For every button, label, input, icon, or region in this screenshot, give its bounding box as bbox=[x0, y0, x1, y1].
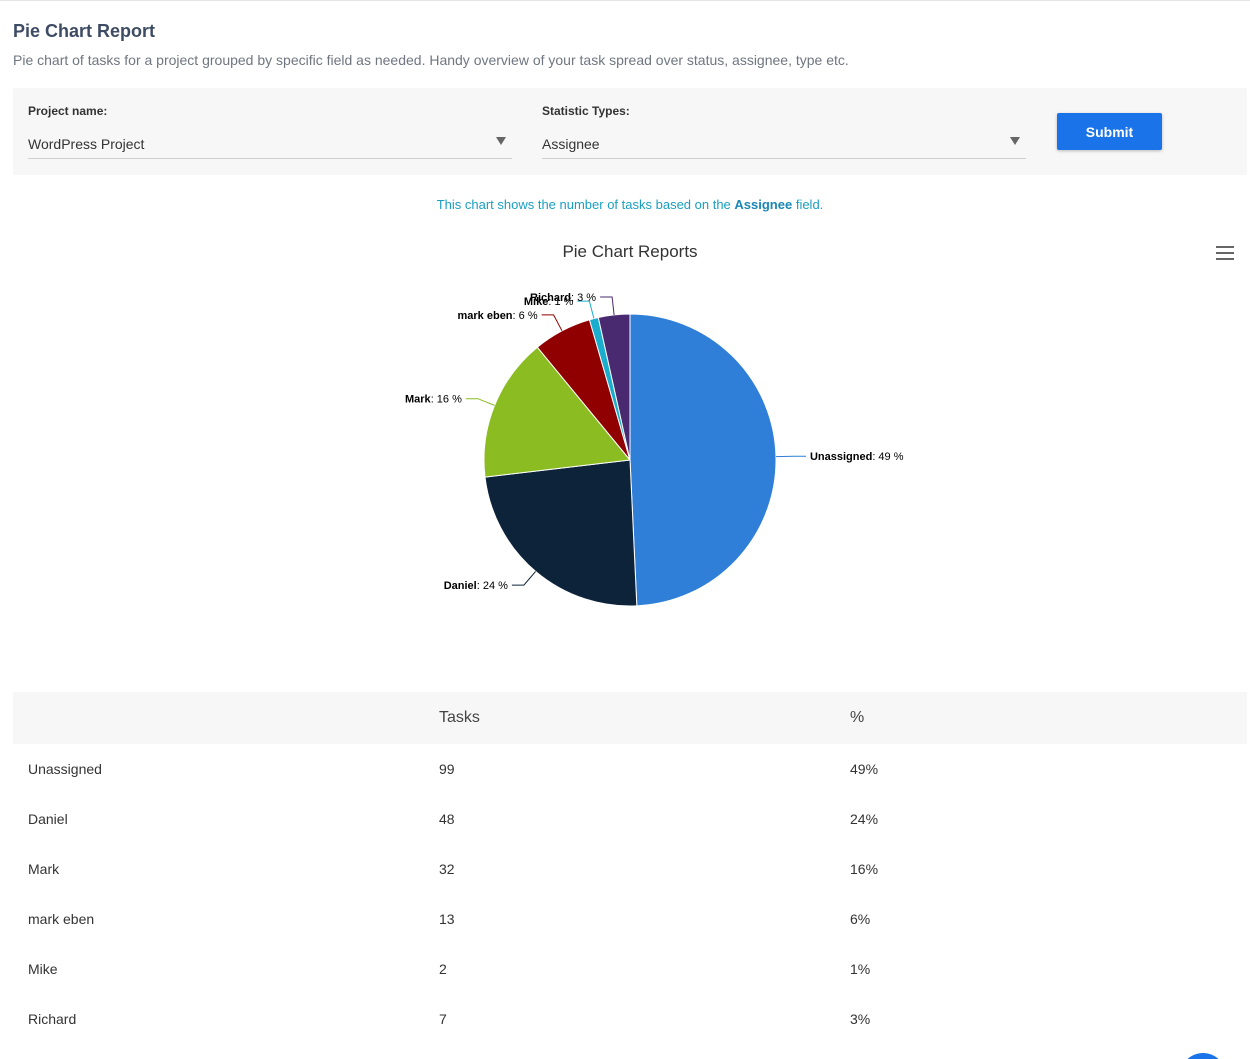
pie-connector bbox=[541, 314, 563, 332]
pie-data-label: mark eben: 6 % bbox=[458, 310, 538, 322]
table-row: Unassigned 99 49% bbox=[13, 744, 1247, 794]
row-percent: 24% bbox=[850, 811, 879, 827]
page-title: Pie Chart Report bbox=[13, 21, 156, 41]
statistic-type-select[interactable]: Assignee bbox=[542, 129, 1026, 159]
pie-data-label: Daniel: 24 % bbox=[444, 580, 508, 592]
table-row: Daniel 48 24% bbox=[13, 794, 1247, 844]
table-row: Mike 2 1% bbox=[13, 944, 1247, 994]
pie-connector bbox=[600, 296, 615, 315]
row-assignee: Daniel bbox=[28, 811, 68, 827]
row-assignee: Mike bbox=[28, 961, 58, 977]
chart-menu-icon[interactable] bbox=[1216, 246, 1234, 262]
pie-connector bbox=[511, 571, 536, 586]
row-assignee: Unassigned bbox=[28, 761, 102, 777]
chart-description-suffix: field. bbox=[792, 197, 824, 212]
row-percent: 6% bbox=[850, 911, 871, 927]
pie-labels: Unassigned: 49 % Daniel: 24 % Mark: 16 % ma… bbox=[405, 292, 904, 592]
row-tasks: 2 bbox=[439, 961, 447, 977]
dropdown-arrow-icon bbox=[1010, 137, 1020, 145]
project-name-label: Project name: bbox=[28, 104, 108, 118]
statistic-type-select-value: Assignee bbox=[542, 136, 600, 152]
table-header-tasks: Tasks bbox=[439, 709, 480, 726]
pie-chart: Pie Chart Reports Unassigned: 49 % Daniel… bbox=[405, 242, 904, 607]
row-tasks: 7 bbox=[439, 1011, 447, 1027]
table-row: mark eben 13 6% bbox=[13, 894, 1247, 944]
row-assignee: Richard bbox=[28, 1011, 77, 1027]
project-select-value: WordPress Project bbox=[28, 136, 145, 152]
chart-title: Pie Chart Reports bbox=[562, 242, 697, 261]
table-header: Tasks % bbox=[13, 692, 1247, 744]
pie-data-label: Mike: 1 % bbox=[524, 296, 574, 308]
row-percent: 3% bbox=[850, 1011, 871, 1027]
pie-slice-daniel[interactable] bbox=[484, 459, 638, 607]
submit-button[interactable]: Submit bbox=[1057, 113, 1162, 150]
help-button[interactable] bbox=[1180, 1053, 1226, 1059]
row-percent: 16% bbox=[850, 861, 879, 877]
table-header-percent: % bbox=[850, 709, 865, 726]
page-description: Pie chart of tasks for a project grouped… bbox=[13, 52, 849, 68]
filter-panel bbox=[13, 88, 1247, 175]
row-tasks: 32 bbox=[439, 861, 455, 877]
project-select[interactable]: WordPress Project bbox=[28, 129, 512, 159]
row-percent: 1% bbox=[850, 961, 871, 977]
row-assignee: Mark bbox=[28, 861, 60, 877]
pie-data-label: Mark: 16 % bbox=[405, 394, 462, 406]
chart-description-prefix: This chart shows the number of tasks bas… bbox=[436, 197, 735, 212]
data-table: Tasks % Unassigned 99 49% Daniel 48 24% … bbox=[13, 692, 1247, 1044]
top-divider bbox=[0, 0, 1250, 1]
statistic-type-label: Statistic Types: bbox=[542, 104, 630, 118]
row-assignee: mark eben bbox=[28, 911, 95, 927]
pie-slices bbox=[483, 313, 777, 607]
pie-connector bbox=[465, 398, 495, 406]
pie-slice-mark[interactable] bbox=[483, 346, 631, 478]
table-row: Richard 7 3% bbox=[13, 994, 1247, 1044]
pie-connector bbox=[577, 300, 595, 319]
row-percent: 49% bbox=[850, 761, 879, 777]
row-tasks: 13 bbox=[439, 911, 455, 927]
chart-description: This chart shows the number of tasks bas… bbox=[0, 197, 1250, 212]
dropdown-arrow-icon bbox=[496, 137, 506, 145]
pie-data-label: Richard: 3 % bbox=[530, 292, 596, 304]
chart-description-field: Assignee bbox=[734, 197, 793, 212]
pie-data-label: Unassigned: 49 % bbox=[810, 451, 904, 463]
pie-slice-unassigned[interactable] bbox=[629, 313, 777, 607]
row-tasks: 48 bbox=[439, 811, 455, 827]
row-tasks: 99 bbox=[439, 761, 455, 777]
table-row: Mark 32 16% bbox=[13, 844, 1247, 894]
